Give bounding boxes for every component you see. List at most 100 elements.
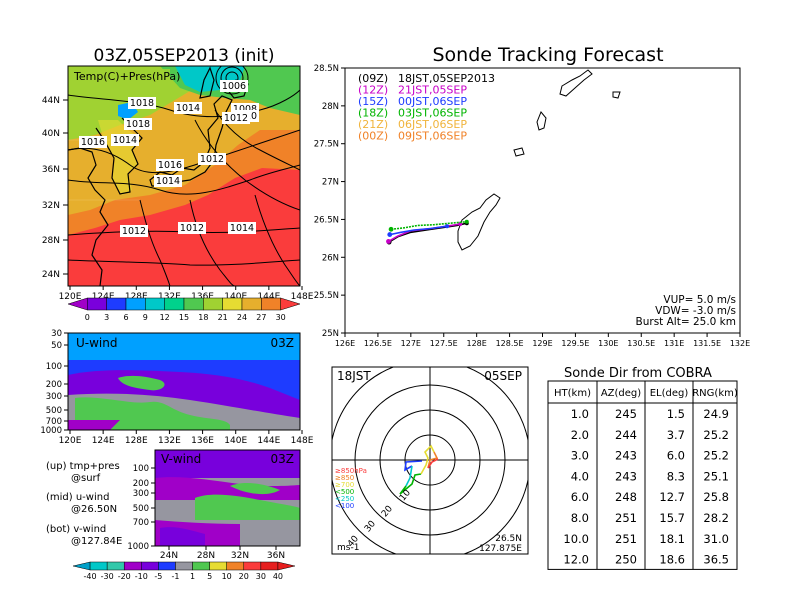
table-cell: 251 [615,511,637,525]
track-lon-label: 127.5E [430,339,458,348]
u-x-ticks: 120E 124E 128E 132E 136E 140E 144E 148E [59,430,314,446]
track-lat-label: 26N [322,253,339,263]
hodograph-segment [427,458,439,469]
map1-colorbar-swatch [241,297,262,311]
track-lon-label: 128.5E [496,339,524,348]
hodograph-segment [427,451,439,469]
table-header-cell: EL(deg) [650,388,689,399]
map1-lat-label: 36N [42,165,60,175]
hodograph-segment [420,444,435,475]
map1-colorbar-label: 9 [143,313,148,322]
map1-colorbar-label: 24 [237,313,247,322]
map1-label: Temp(C)+Pres(hPa) [73,70,180,83]
u-x-label: 132E [158,436,181,446]
panel-legend-notes: (up) tmp+pres@surf (mid) u-wind@26.50N (bo… [46,461,122,547]
track-line-series [389,225,448,236]
map1-label-bg [72,69,170,83]
map1-isobar-labels: 1006100810101012101410161018101810141016… [79,80,259,237]
track-lon-ticks: 126E 126.5E 127E 127.5E 128E 128.5E 129E 129.5E… [335,333,750,348]
v-colorbar-label: 20 [239,572,249,581]
map1-lon-label: 128E [125,292,148,302]
v-y-label: 700 [133,518,149,528]
map1-colorbar-swatch [125,297,146,311]
u-panel-time: 03Z [271,336,295,350]
track-legend-time: 18JST,05SEP2013 [398,72,495,85]
v-colorbar-label: -1 [171,572,179,581]
hodograph-level-legend: ≥850hPa≥850≥700<500<250<100 [335,467,367,510]
v-y-label: 1000 [127,542,149,552]
track-param: Burst Alt= 25.0 km [636,316,736,328]
table-title: Sonde Dir from COBRA [564,366,712,381]
map1-frame [67,65,301,287]
v-colorbar: -40 -30 -20 -10 -5 -1 1 5 10 20 30 40 [72,561,296,581]
u-field-surface [68,420,120,430]
v-colorbar-label: 30 [256,572,266,581]
panel-legend-note: (bot) v-wind [46,524,106,535]
table-header-cell: AZ(deg) [601,388,641,399]
kikai-island [612,91,621,99]
isobar-label-bg [220,80,248,92]
map1-isobar-label: 1018 [124,118,152,130]
hodograph-lat: 26.5N [495,534,522,544]
isobar-label-bg [198,153,226,165]
left-title: 03Z,05SEP2013 (init) [94,46,275,66]
track-lon-label: 132E [730,339,750,348]
u-y-label: 300 [46,392,62,402]
table-cell: 8.3 [667,469,685,483]
track-lat-label: 26.5N [314,215,339,225]
v-x-label: 28N [197,551,215,561]
hodograph-segment [404,460,423,472]
table-cell: 12.0 [563,553,589,567]
map1-colorbar-label: 3 [104,313,109,322]
map1-lon-label: 120E [59,292,82,302]
map1-isobar-label: 1014 [154,175,182,187]
hodograph-segment [399,473,422,495]
hodograph-level-label: ≥850 [335,474,354,482]
v-y-label: 100 [133,464,149,474]
v-colorbar-label: 5 [207,572,212,581]
track-lon-label: 130.5E [627,339,655,348]
table-cell: 3.0 [571,449,589,463]
v-field-southerly-upper [230,483,280,495]
v-colorbar-swatch [158,561,176,571]
isobar-label-bg [178,222,206,234]
isobar-label-bg [79,136,107,148]
track-lat-label: 27N [322,178,339,188]
track-map-frame [344,67,741,334]
map1-colorbar-swatch [145,297,165,311]
table-cell: 12.7 [659,490,685,504]
table-cell: 248 [615,490,637,504]
map1-colorbar-swatch [261,297,281,311]
track-param: VUP= 5.0 m/s [663,294,736,306]
isobar-label-text: 1016 [81,137,105,148]
v-panel-time: 03Z [271,452,295,466]
track-legend-time: 03JST,06SEP [398,107,467,120]
isobar-label-text: 1012 [224,113,248,124]
table-cell: 251 [615,532,637,546]
hodograph-trace [399,444,439,495]
map1-colorbar-label: 15 [179,313,189,322]
track-start-point [386,238,391,244]
track-end-point [464,219,469,224]
map1-isobar-label: 1012 [222,112,250,124]
u-x-label: 148E [291,436,314,446]
map1-colorbar-swatch [106,297,127,311]
v-colorbar-label: 40 [273,572,283,581]
table-cell: 18.6 [659,553,685,567]
map1-colorbar-label: 30 [276,313,286,322]
map1-colorbar-label: 27 [256,313,266,322]
track-legend-run: (18Z) [358,107,388,120]
table-cell: 1.0 [571,407,589,421]
v-colorbar-label: -20 [118,572,131,581]
u-y-label: 30 [51,329,62,339]
map1-colorbar-swatch [280,297,301,311]
track-lon-label: 129E [532,339,552,348]
v-colorbar-swatch [106,561,125,571]
map1-isobar-label: 1014 [174,102,202,114]
isobar-label-bg [111,134,139,146]
isobar-label-text: 1018 [130,98,154,109]
isobar-label-text: 1006 [222,81,246,92]
track-lon-label: 130E [598,339,618,348]
table-cell: 31.0 [703,532,729,546]
